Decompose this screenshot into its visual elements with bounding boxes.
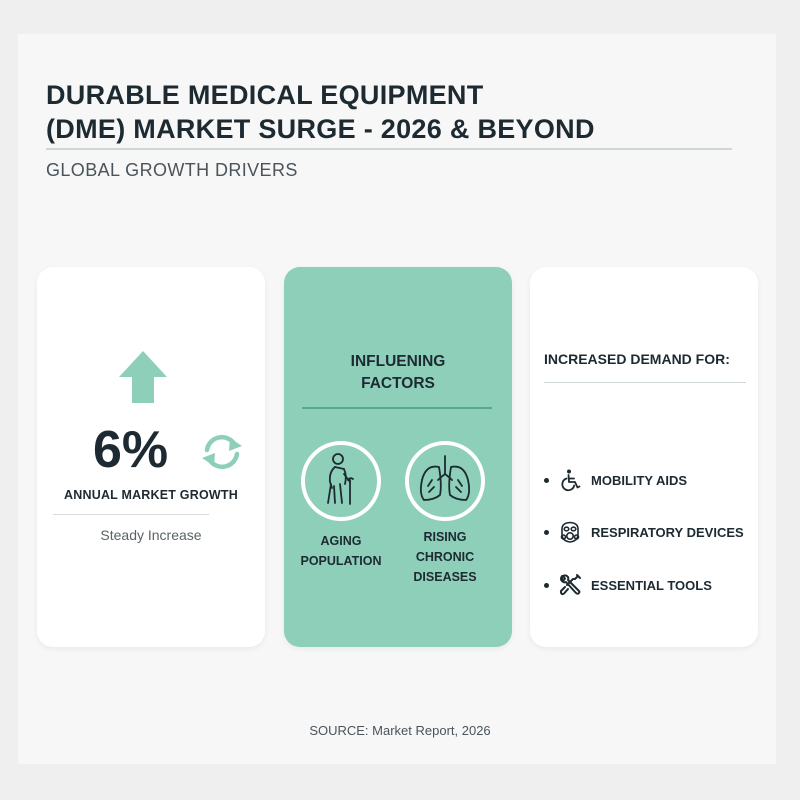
bullet [544, 582, 549, 588]
bullet [544, 529, 549, 535]
factors-title-line-1: INFLUENING [350, 353, 446, 370]
infographic-title: DURABLE MEDICAL EQUIPMENT (DME) MARKET S… [46, 78, 746, 146]
title-line-1: DURABLE MEDICAL EQUIPMENT [46, 80, 484, 110]
factor-chronic-line-2: CHRONIC [415, 550, 475, 564]
cycle-arrows-icon [202, 434, 242, 470]
growth-value: 6% [93, 421, 169, 479]
wheelchair-icon [561, 469, 581, 492]
demand-label-tools: ESSENTIAL TOOLS [591, 577, 712, 593]
factor-chronic-line-1: RISING [423, 530, 467, 544]
demand-divider [544, 382, 746, 383]
bullet [544, 477, 549, 483]
source-note: SOURCE: Market Report, 2026 [309, 723, 491, 738]
elderly-person-icon [301, 441, 381, 521]
growth-divider [53, 514, 209, 515]
demand-title: INCREASED DEMAND FOR: [544, 351, 730, 367]
demand-item-mobility: MOBILITY AIDS [544, 465, 687, 495]
growth-card: 6% ANNUAL MARKET GROWTH Steady Increase [37, 267, 265, 647]
demand-item-respiratory: RESPIRATORY DEVICES [544, 517, 744, 547]
demand-label-respiratory: RESPIRATORY DEVICES [591, 524, 744, 540]
factor-aging-line-2: POPULATION [300, 554, 382, 568]
title-line-2: (DME) MARKET SURGE - 2026 & BEYOND [46, 114, 595, 144]
growth-note: Steady Increase [100, 527, 202, 543]
factor-label-aging: AGING POPULATION [286, 531, 396, 571]
up-arrow-icon [119, 351, 167, 403]
growth-label: ANNUAL MARKET GROWTH [64, 488, 238, 502]
title-divider [46, 148, 732, 150]
respirator-mask-icon [560, 521, 580, 543]
infographic-subtitle: GLOBAL GROWTH DRIVERS [46, 160, 298, 180]
demand-item-tools: ESSENTIAL TOOLS [544, 570, 712, 600]
factors-divider [302, 407, 492, 409]
factor-aging-line-1: AGING [320, 534, 362, 548]
factor-chronic-line-3: DISEASES [413, 570, 477, 584]
demand-card: INCREASED DEMAND FOR: MOBILITY AIDS [530, 267, 758, 647]
factor-label-chronic: RISING CHRONIC DISEASES [390, 527, 500, 587]
factors-card: INFLUENING FACTORS AGING [284, 267, 512, 647]
wrench-screwdriver-icon [559, 574, 581, 596]
demand-label-mobility: MOBILITY AIDS [591, 472, 688, 488]
factors-title-line-2: FACTORS [361, 375, 435, 392]
lungs-icon [405, 441, 485, 521]
factors-title: INFLUENING FACTORS [284, 351, 512, 395]
